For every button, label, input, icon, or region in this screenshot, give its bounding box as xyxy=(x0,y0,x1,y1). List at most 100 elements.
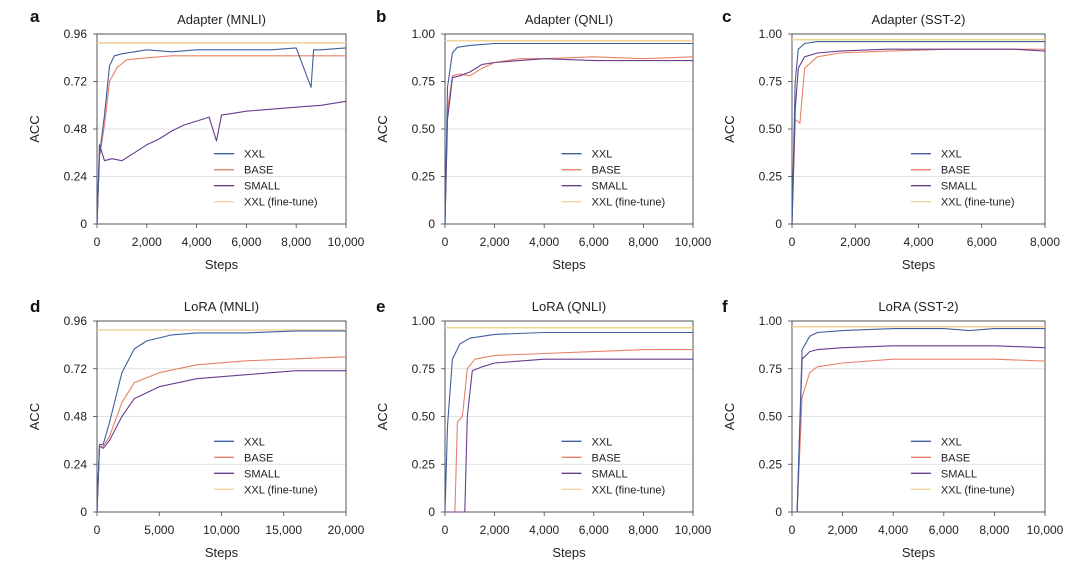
series-line-small xyxy=(445,358,693,513)
panel-letter: c xyxy=(722,7,731,26)
x-tick-label: 6,000 xyxy=(231,235,261,249)
legend-label-xxl-fine-tune: XXL (fine-tune) xyxy=(592,484,666,496)
x-axis-label: Steps xyxy=(552,257,586,272)
x-tick-label: 5,000 xyxy=(144,523,174,537)
x-tick-label: 8,000 xyxy=(979,523,1009,537)
legend-label-xxl-fine-tune: XXL (fine-tune) xyxy=(244,197,318,209)
x-tick-label: 8,000 xyxy=(628,523,658,537)
y-axis-label: ACC xyxy=(375,115,390,142)
x-tick-label: 0 xyxy=(94,523,101,537)
chart-title: Adapter (MNLI) xyxy=(177,12,266,27)
x-tick-label: 10,000 xyxy=(1027,523,1064,537)
legend-label-small: SMALL xyxy=(244,181,280,193)
panel-b: b Adapter (QNLI) 0 0.25 0.50 0.75 1.00 0 2,000 4,… xyxy=(375,7,712,272)
y-tick-label: 0.75 xyxy=(412,362,436,376)
legend-label-xxl-fine-tune: XXL (fine-tune) xyxy=(941,484,1015,496)
panel-f: f LoRA (SST-2) 0 0.25 0.50 0.75 1.00 0 2,000 4,00… xyxy=(722,297,1064,560)
y-tick-label: 0.24 xyxy=(64,170,88,184)
y-tick-label: 0 xyxy=(775,505,782,519)
x-tick-label: 6,000 xyxy=(579,523,609,537)
y-tick-label: 0.50 xyxy=(412,410,436,424)
x-tick-label: 10,000 xyxy=(203,523,240,537)
x-tick-label: 15,000 xyxy=(265,523,302,537)
y-tick-label: 1.00 xyxy=(412,27,436,41)
y-tick-label: 0 xyxy=(428,505,435,519)
legend-label-base: BASE xyxy=(592,452,621,464)
legend-label-xxl: XXL xyxy=(592,436,613,448)
series-line-base xyxy=(445,349,693,513)
legend-label-base: BASE xyxy=(941,165,970,177)
x-tick-label: 0 xyxy=(442,523,449,537)
y-tick-label: 1.00 xyxy=(759,27,783,41)
legend-label-small: SMALL xyxy=(592,468,628,480)
x-tick-label: 6,000 xyxy=(579,235,609,249)
legend-label-base: BASE xyxy=(244,452,273,464)
series-line-small xyxy=(791,48,1046,225)
x-tick-label: 6,000 xyxy=(929,523,959,537)
y-tick-label: 0.96 xyxy=(64,27,88,41)
panel-letter: b xyxy=(376,7,386,26)
x-tick-label: 4,000 xyxy=(182,235,212,249)
y-tick-label: 0.50 xyxy=(759,410,783,424)
series-line-base xyxy=(96,356,347,513)
x-tick-label: 8,000 xyxy=(628,235,658,249)
legend-label-xxl-fine-tune: XXL (fine-tune) xyxy=(941,197,1015,209)
series-line-xxl xyxy=(791,41,1045,225)
legend-label-base: BASE xyxy=(941,452,970,464)
legend-label-small: SMALL xyxy=(592,181,628,193)
y-tick-label: 0.96 xyxy=(64,314,88,328)
y-axis-label: ACC xyxy=(27,403,42,430)
series-line-xxl xyxy=(444,42,693,225)
y-tick-label: 0.50 xyxy=(412,122,436,136)
y-tick-label: 0.75 xyxy=(759,362,783,376)
legend-label-xxl: XXL xyxy=(244,149,265,161)
series-line-small xyxy=(96,370,346,513)
legend-label-small: SMALL xyxy=(244,468,280,480)
y-tick-label: 1.00 xyxy=(759,314,783,328)
y-tick-label: 0.75 xyxy=(759,75,783,89)
y-tick-label: 0.72 xyxy=(64,75,88,89)
x-tick-label: 6,000 xyxy=(967,235,997,249)
x-tick-label: 2,000 xyxy=(828,523,858,537)
y-tick-label: 0.75 xyxy=(412,75,436,89)
x-tick-label: 2,000 xyxy=(480,523,510,537)
series-line-xxl xyxy=(444,331,693,513)
y-axis-label: ACC xyxy=(722,115,737,142)
legend-label-xxl: XXL xyxy=(244,436,265,448)
x-tick-label: 20,000 xyxy=(328,523,365,537)
x-tick-label: 4,000 xyxy=(529,523,559,537)
legend-label-xxl: XXL xyxy=(592,149,613,161)
y-tick-label: 0.50 xyxy=(759,122,783,136)
y-tick-label: 0 xyxy=(775,217,782,231)
chart-title: Adapter (QNLI) xyxy=(525,12,613,27)
x-tick-label: 0 xyxy=(94,235,101,249)
x-tick-label: 0 xyxy=(442,235,449,249)
legend-label-small: SMALL xyxy=(941,181,977,193)
panel-letter: a xyxy=(30,7,40,26)
series-line-base xyxy=(96,55,346,225)
x-tick-label: 4,000 xyxy=(529,235,559,249)
y-tick-label: 0 xyxy=(80,505,87,519)
x-tick-label: 2,000 xyxy=(480,235,510,249)
y-tick-label: 0.72 xyxy=(64,362,88,376)
y-axis-label: ACC xyxy=(722,403,737,430)
series-line-small xyxy=(444,58,693,225)
panel-e: e LoRA (QNLI) 0 0.25 0.50 0.75 1.00 0 2,000 4,000… xyxy=(375,297,712,560)
y-tick-label: 0.25 xyxy=(412,457,436,471)
x-tick-label: 8,000 xyxy=(281,235,311,249)
x-tick-label: 10,000 xyxy=(675,523,712,537)
x-tick-label: 0 xyxy=(789,523,796,537)
legend-label-base: BASE xyxy=(592,165,621,177)
panel-letter: e xyxy=(376,297,385,316)
x-tick-label: 10,000 xyxy=(675,235,712,249)
panel-a: a Adapter (MNLI) 0 0.24 0.48 0.72 0.96 0 2,000 4,… xyxy=(27,7,365,272)
legend-label-base: BASE xyxy=(244,165,273,177)
x-axis-label: Steps xyxy=(205,545,239,560)
x-axis-label: Steps xyxy=(205,257,239,272)
series-line-base xyxy=(792,358,1046,513)
y-tick-label: 0.48 xyxy=(64,122,88,136)
chart-title: LoRA (QNLI) xyxy=(532,299,606,314)
legend-label-small: SMALL xyxy=(941,468,977,480)
legend-label-xxl: XXL xyxy=(941,436,962,448)
